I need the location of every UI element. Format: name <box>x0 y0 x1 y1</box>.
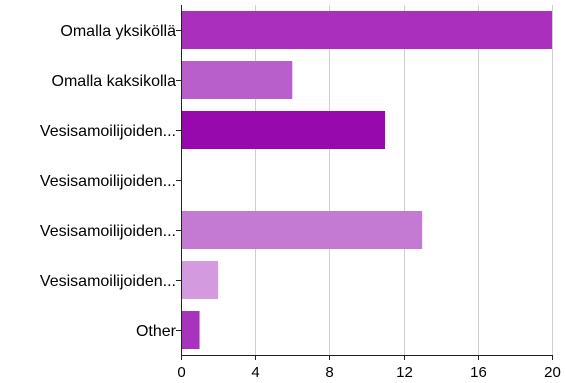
bar-1 <box>181 61 293 99</box>
category-label-4: Vesisamoilijoiden... <box>40 223 176 240</box>
category-label-2: Vesisamoilijoiden... <box>40 123 176 140</box>
bar-2 <box>181 111 386 149</box>
x-tick-label-8: 8 <box>325 364 333 381</box>
category-label-6: Other <box>136 323 177 340</box>
category-label-3: Vesisamoilijoiden... <box>40 173 176 190</box>
x-tick-label-16: 16 <box>470 364 487 381</box>
bar-6 <box>181 311 200 349</box>
x-tick-label-20: 20 <box>544 364 561 381</box>
x-tick-label-4: 4 <box>251 364 259 381</box>
x-tick-labels: 0 4 8 12 16 20 <box>177 364 561 381</box>
bar-0 <box>181 11 552 49</box>
category-label-5: Vesisamoilijoiden... <box>40 273 176 290</box>
bar-4 <box>181 211 423 249</box>
bar-5 <box>181 261 219 299</box>
bars <box>181 11 552 349</box>
category-label-1: Omalla kaksikolla <box>52 73 177 90</box>
category-labels: Omalla yksiköllä Omalla kaksikolla Vesisam… <box>40 23 177 340</box>
x-tick-label-0: 0 <box>177 364 185 381</box>
x-tick-label-12: 12 <box>396 364 413 381</box>
grid-lines <box>255 5 553 355</box>
category-label-0: Omalla yksiköllä <box>60 23 176 40</box>
axes <box>176 5 553 360</box>
